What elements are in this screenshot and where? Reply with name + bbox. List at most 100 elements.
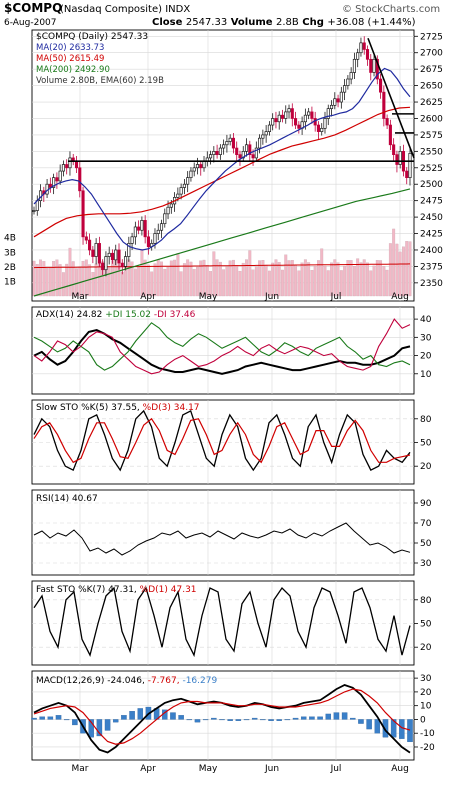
volume-bar (281, 269, 284, 297)
volume-bar (202, 259, 206, 297)
fast-sto-panel: 20 50 80 Fast STO %K(7) 47.31, %D(1) 47.31 (32, 585, 432, 658)
price-panel: 2350 2375 2400 2425 2450 2475 2500 2525 2550 2575… (4, 30, 443, 760)
macd-panel: -20 -10 0 10 20 30 Mar Apr May Jun Jul Aug MACD(12,… (31, 674, 435, 774)
price-tick-label: 2650 (420, 82, 443, 92)
volume-bar (114, 259, 118, 297)
candle-body (133, 226, 137, 238)
volume-bar (284, 254, 288, 297)
macd-histogram-bar (219, 719, 225, 721)
volume-bar (169, 260, 173, 297)
month-tick-label: Aug (391, 292, 409, 302)
candle-body (294, 118, 298, 126)
adx-label: ADX(14) 24.82 +DI 15.02 -DI 37.46 (36, 310, 196, 320)
volume-bar (349, 260, 353, 297)
macd-histogram-bar (260, 719, 266, 721)
volume-bar (392, 228, 396, 297)
volume-bar (58, 264, 62, 297)
fast-sto-tick-label: 20 (420, 643, 432, 653)
candle-body (120, 262, 124, 267)
volume-bar (241, 262, 245, 297)
candle-body (333, 98, 337, 106)
candle-body (320, 127, 324, 132)
candle-body (186, 177, 190, 185)
volume-bar (261, 259, 265, 297)
candle-body (169, 203, 173, 208)
candle-body (78, 167, 82, 192)
candle-body (349, 72, 353, 80)
volume-bar (111, 260, 114, 297)
volume-bar (166, 267, 170, 297)
volume-bar (61, 272, 65, 297)
month-tick-label: Jun (264, 292, 279, 302)
macd-histogram-bar (317, 716, 323, 720)
macd-tick-label: 0 (420, 715, 426, 725)
candle-body (68, 157, 72, 169)
volume-bar (382, 266, 386, 297)
resistance-trendline (367, 37, 415, 159)
volume-bar (196, 266, 199, 297)
header-date: 6-Aug-2007 (4, 18, 57, 28)
candle-body (392, 144, 396, 155)
slow-sto-label: Slow STO %K(5) 37.55, %D(3) 34.17 (36, 403, 200, 413)
volume-bars (32, 228, 412, 297)
candle-body (362, 42, 366, 50)
volume-bar (189, 261, 193, 297)
legend-ma50: MA(50) 2615.49 (36, 54, 104, 64)
volume-bar (339, 270, 343, 297)
candle-body (258, 137, 262, 149)
month-tick-label: May (199, 292, 218, 302)
candle-body (104, 256, 108, 271)
volume-bar (307, 262, 311, 297)
candle-body (379, 78, 383, 93)
month-tick-label: Jul (330, 292, 342, 302)
price-tick-label: 2425 (420, 230, 443, 240)
macd-histogram-bar (276, 719, 282, 721)
volume-bar (150, 271, 154, 297)
volume-bar (75, 268, 78, 297)
candle-body (117, 249, 121, 264)
volume-bar (94, 263, 98, 297)
volume-bar (71, 261, 75, 297)
volume-bar (199, 260, 203, 297)
macd-label: MACD(12,26,9) -24.046, -7.767, -16.279 (36, 676, 217, 686)
candle-body (146, 236, 150, 248)
volume-bar (379, 260, 383, 297)
volume-ema-line (33, 263, 411, 269)
candle-body (94, 243, 98, 257)
candle-body (316, 124, 321, 132)
candle-body (156, 229, 160, 234)
slow-sto-tick-label: 80 (420, 415, 432, 425)
volume-bar (133, 268, 137, 297)
candle-body (222, 144, 226, 149)
volume-bar (352, 266, 356, 297)
volume-bar (52, 261, 56, 297)
candle-body (251, 154, 255, 159)
volume-bar (107, 267, 111, 297)
volume-bar (343, 265, 347, 297)
candle-body (195, 164, 200, 169)
candle-body (267, 124, 271, 132)
candle-body (382, 91, 386, 119)
watermark: © StockCharts.com (342, 4, 440, 15)
rsi-line (33, 522, 411, 556)
macd-histogram-bar (63, 719, 70, 721)
candle-body (88, 239, 92, 251)
month-tick-label: Mar (72, 292, 89, 302)
volume-bar (153, 263, 157, 297)
candle-body (261, 134, 265, 139)
macd-histogram-bar (382, 719, 389, 738)
candle-body (228, 137, 232, 142)
volume-bar (277, 262, 281, 297)
candle-body (326, 108, 330, 119)
volume-bar (137, 267, 141, 297)
legend-ma20: MA(20) 2633.73 (36, 43, 104, 53)
macd-histogram-bar (31, 717, 37, 720)
macd-month-label: Apr (140, 764, 156, 774)
adx-tick-label: 40 (420, 315, 432, 325)
candle-body (45, 183, 49, 195)
macd-histogram-bar (39, 716, 45, 720)
volume-axis: 1B 2B 3B 4B (4, 234, 16, 288)
volume-bar (267, 270, 271, 297)
volume-bar (271, 262, 275, 297)
slow-sto-d-line (33, 417, 411, 464)
